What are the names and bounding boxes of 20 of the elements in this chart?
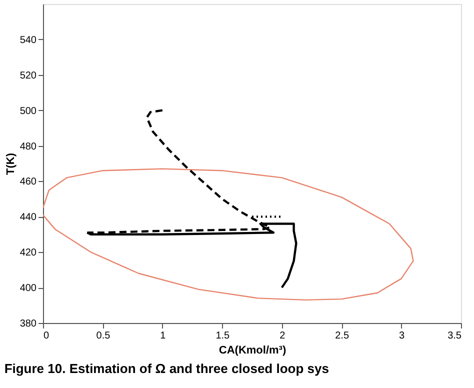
y-tick-label: 540 xyxy=(20,34,37,46)
x-tick-label: 0.5 xyxy=(96,330,111,342)
x-axis-title: CA(Kmol/m³) xyxy=(218,344,286,356)
y-tick-label: 480 xyxy=(20,141,37,152)
x-tick-label: 1.5 xyxy=(216,330,230,342)
x-tick-label: 0 xyxy=(44,330,50,342)
y-axis-title: T(K) xyxy=(4,152,17,175)
y-tick-label: 460 xyxy=(20,176,37,188)
x-tick-label: 3.5 xyxy=(448,330,462,342)
y-tick-label: 420 xyxy=(20,248,37,259)
x-tick-label: 2.5 xyxy=(335,330,350,342)
x-tick-label: 3 xyxy=(399,330,406,342)
y-tick-label: 380 xyxy=(20,318,37,330)
caption: Figure 10. Estimation of Ω and three closed loop sys xyxy=(4,361,329,376)
y-tick-label: 500 xyxy=(20,106,37,117)
y-tick-label: 440 xyxy=(20,212,37,224)
y-tick-label: 400 xyxy=(20,283,37,294)
x-tick-label: 2 xyxy=(280,330,286,342)
y-tick-label: 520 xyxy=(20,70,37,82)
x-tick-label: 1 xyxy=(160,330,166,342)
